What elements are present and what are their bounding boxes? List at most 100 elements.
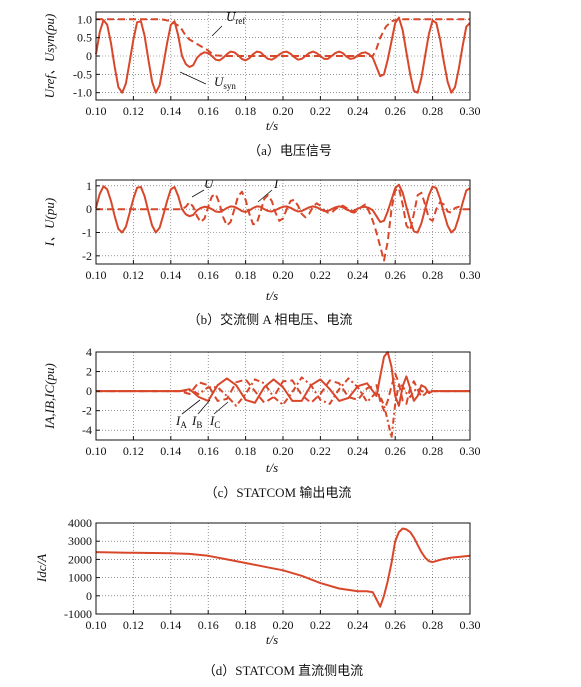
y-axis-label: I、U(pu) (42, 198, 57, 247)
grid (96, 351, 470, 440)
annotation-ia: IA (175, 413, 187, 430)
annotation-uref: Uref (226, 9, 245, 26)
y-tick-label: -2 (82, 249, 92, 263)
x-tick-label: 0.14 (160, 618, 181, 632)
x-tick-label: 0.14 (160, 268, 181, 282)
annotation-i: I (273, 176, 279, 191)
x-tick-label: 0.28 (422, 268, 443, 282)
series-line-ic (96, 376, 470, 439)
x-tick-label: 0.22 (310, 444, 331, 458)
x-tick-label: 0.14 (160, 444, 181, 458)
x-tick-label: 0.20 (273, 104, 294, 118)
grid (96, 180, 470, 264)
y-tick-label: 0 (86, 49, 92, 63)
y-axis-label: Idc/A (34, 554, 49, 583)
annotation-leader (257, 189, 273, 203)
series-line-i (96, 187, 470, 262)
x-tick-label: 0.12 (123, 618, 144, 632)
x-tick-label: 0.12 (123, 444, 144, 458)
y-tick-label: -2 (82, 404, 92, 418)
panel-caption: （c）STATCOM 输出电流 (205, 485, 352, 500)
x-tick-label: 0.18 (235, 104, 256, 118)
annotation-leader (197, 399, 211, 415)
x-tick-label: 0.24 (347, 104, 368, 118)
y-tick-label: 0.5 (77, 31, 92, 45)
x-tick-label: 0.26 (385, 444, 406, 458)
y-tick-label: 0 (86, 589, 92, 603)
panel-d: 0.10 0.12 0.14 0.16 0.18 0.20 0.22 0.24 0.26 0.28… (34, 516, 481, 678)
y-tick-label: 1000 (68, 571, 92, 585)
x-tick-label: 0.16 (198, 104, 219, 118)
x-tick-label: 0.16 (198, 444, 219, 458)
x-tick-label: 0.16 (198, 618, 219, 632)
x-tick-label: 0.30 (460, 268, 481, 282)
x-tick-label: 0.22 (310, 268, 331, 282)
panel-b: 0.10 0.12 0.14 0.16 0.18 0.20 0.22 0.24 0.26 0.28… (42, 176, 481, 327)
x-tick-label: 0.22 (310, 618, 331, 632)
annotation-usyn: Usyn (214, 74, 236, 91)
y-tick-label: 0 (86, 202, 92, 216)
panel-caption: （d）STATCOM 直流侧电流 (203, 663, 363, 678)
annotation-leader (213, 401, 229, 415)
x-tick-label: 0.26 (385, 618, 406, 632)
panel-c: 0.10 0.12 0.14 0.16 0.18 0.20 0.22 0.24 0.26 0.28… (42, 345, 481, 500)
annotation-leader (181, 399, 201, 415)
x-tick-label: 0.18 (235, 444, 256, 458)
y-tick-label: 1.0 (77, 12, 92, 26)
series-line-uref (96, 18, 470, 57)
x-tick-label: 0.24 (347, 268, 368, 282)
y-tick-label: -1 (82, 226, 92, 240)
annotation-leader (211, 25, 223, 37)
y-tick-label: 3000 (68, 534, 92, 548)
x-tick-label: 0.26 (385, 268, 406, 282)
x-tick-label: 0.28 (422, 618, 443, 632)
x-tick-label: 0.16 (198, 268, 219, 282)
series-line-idc (95, 527, 471, 608)
y-axis-label: IA,IB,IC(pu) (42, 363, 57, 430)
x-tick-label: 0.22 (310, 104, 331, 118)
x-tick-label: 0.12 (123, 268, 144, 282)
panel-caption: （b）交流侧 A 相电压、电流 (188, 312, 353, 327)
panel-a: 0.10 0.12 0.14 0.16 0.18 0.20 0.22 0.24 0.26 0.28… (42, 9, 481, 158)
series-line-u (95, 183, 471, 234)
y-tick-label: -1000 (64, 607, 92, 621)
y-tick-label: 4000 (68, 516, 92, 530)
x-tick-label: 0.20 (273, 618, 294, 632)
x-axis-label: t/s (266, 288, 278, 303)
y-tick-label: 4 (86, 345, 92, 359)
x-tick-label: 0.20 (273, 444, 294, 458)
x-tick-label: 0.14 (160, 104, 181, 118)
y-tick-label: 0 (86, 384, 92, 398)
x-tick-label: 0.26 (385, 104, 406, 118)
panel-caption: （a）电压信号 (248, 143, 332, 158)
y-axis-label: Uref、Usyn(pu) (42, 14, 57, 99)
x-tick-label: 0.10 (86, 618, 107, 632)
x-tick-label: 0.12 (123, 104, 144, 118)
series-line-usyn (95, 16, 471, 94)
x-tick-label: 0.30 (460, 618, 481, 632)
plot-frame (95, 351, 471, 441)
x-tick-label: 0.24 (347, 444, 368, 458)
annotation-leader (179, 71, 207, 85)
x-tick-label: 0.10 (86, 104, 107, 118)
x-tick-label: 0.18 (235, 268, 256, 282)
x-axis-label: t/s (266, 632, 278, 647)
y-tick-label: 2 (86, 365, 92, 379)
x-tick-label: 0.30 (460, 104, 481, 118)
annotation-ib: IB (191, 413, 202, 430)
annotation-leader (191, 189, 205, 198)
annotation-ic: IC (209, 413, 220, 430)
y-tick-label: 1 (86, 179, 92, 193)
y-tick-label: -1.0 (73, 86, 92, 100)
x-tick-label: 0.28 (422, 444, 443, 458)
y-tick-label: -0.5 (73, 67, 92, 81)
annotation-u: U (204, 176, 215, 191)
x-tick-label: 0.28 (422, 104, 443, 118)
x-tick-label: 0.10 (86, 444, 107, 458)
x-tick-label: 0.30 (460, 444, 481, 458)
x-axis-label: t/s (266, 118, 278, 133)
x-tick-label: 0.10 (86, 268, 107, 282)
x-axis-label: t/s (266, 460, 278, 475)
y-tick-label: -4 (82, 423, 92, 437)
